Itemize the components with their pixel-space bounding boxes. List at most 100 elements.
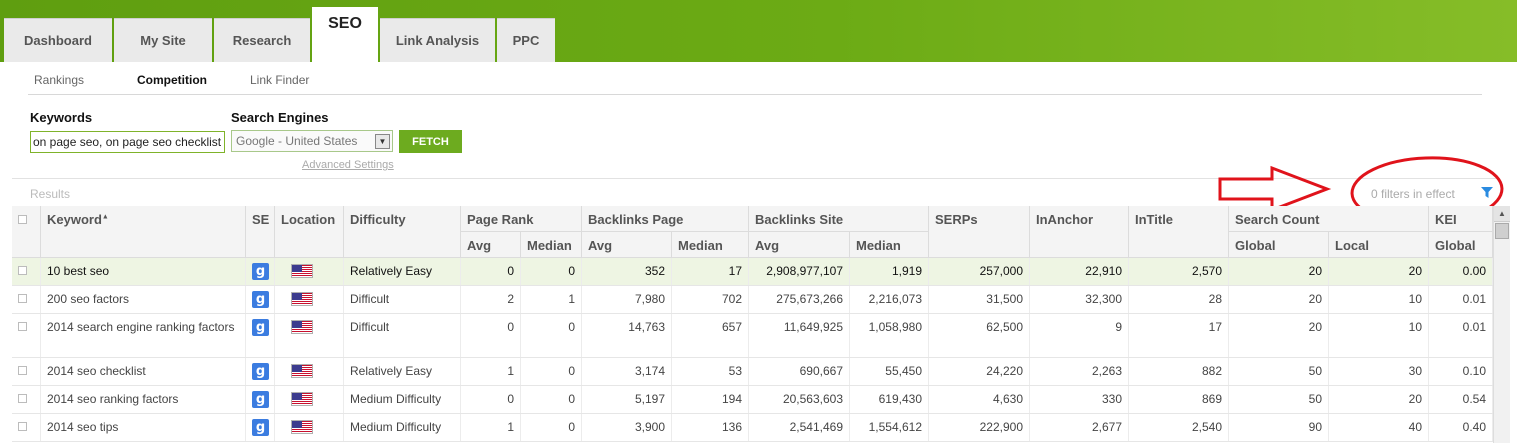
location-cell bbox=[275, 314, 344, 357]
tab-dashboard[interactable]: Dashboard bbox=[4, 18, 112, 62]
header-bs-avg[interactable]: Avg bbox=[749, 232, 850, 258]
tab-seo[interactable]: SEO bbox=[312, 7, 378, 62]
cell-bs-avg: 690,667 bbox=[749, 358, 850, 385]
chevron-down-icon[interactable]: ▼ bbox=[375, 134, 390, 149]
cell-pr-med: 1 bbox=[521, 286, 582, 313]
tab-link-analysis[interactable]: Link Analysis bbox=[380, 18, 495, 62]
select-all-checkbox[interactable] bbox=[18, 215, 27, 224]
header-bp-median[interactable]: Median bbox=[672, 232, 749, 258]
cell-keyword: 2014 seo checklist bbox=[41, 358, 246, 385]
cell-bp-med: 702 bbox=[672, 286, 749, 313]
se-cell: g bbox=[246, 414, 275, 441]
results-label: Results bbox=[30, 187, 71, 201]
keywords-input[interactable]: on page seo, on page seo checklist bbox=[30, 131, 225, 153]
cell-bp-avg: 3,900 bbox=[582, 414, 672, 441]
scroll-up-arrow-icon[interactable]: ▲ bbox=[1494, 206, 1510, 222]
row-checkbox[interactable] bbox=[18, 322, 27, 331]
subtab-link-finder[interactable]: Link Finder bbox=[250, 73, 310, 87]
table-row[interactable]: 2014 search engine ranking factors g Diffi… bbox=[12, 314, 1493, 358]
cell-intitle: 869 bbox=[1129, 386, 1229, 413]
google-icon: g bbox=[252, 363, 269, 380]
location-cell bbox=[275, 258, 344, 285]
tab-research[interactable]: Research bbox=[214, 18, 310, 62]
cell-sc-local: 10 bbox=[1329, 286, 1429, 313]
advanced-settings-link[interactable]: Advanced Settings bbox=[302, 159, 394, 171]
cell-pr-med: 0 bbox=[521, 358, 582, 385]
cell-difficulty: Difficult bbox=[344, 314, 461, 357]
header-sc-global[interactable]: Global bbox=[1229, 232, 1329, 258]
cell-bp-avg: 14,763 bbox=[582, 314, 672, 357]
annotation-arrow bbox=[1218, 165, 1332, 213]
header-pr-avg[interactable]: Avg bbox=[461, 232, 521, 258]
header-serps[interactable]: SERPs bbox=[929, 206, 1030, 258]
main-tabs: Dashboard My Site Research SEO Link Anal… bbox=[4, 7, 557, 62]
keywords-label: Keywords bbox=[30, 110, 93, 125]
cell-sc-local: 20 bbox=[1329, 386, 1429, 413]
header-kei-global[interactable]: Global bbox=[1429, 232, 1493, 258]
cell-sc-local: 40 bbox=[1329, 414, 1429, 441]
google-icon: g bbox=[252, 291, 269, 308]
cell-keyword: 2014 seo ranking factors bbox=[41, 386, 246, 413]
cell-kei: 0.01 bbox=[1429, 286, 1493, 313]
row-checkbox[interactable] bbox=[18, 394, 27, 403]
us-flag-icon bbox=[291, 420, 313, 434]
header-intitle[interactable]: InTitle bbox=[1129, 206, 1229, 258]
tab-ppc[interactable]: PPC bbox=[497, 18, 555, 62]
se-cell: g bbox=[246, 386, 275, 413]
cell-bp-med: 17 bbox=[672, 258, 749, 285]
fetch-button[interactable]: FETCH bbox=[399, 130, 462, 153]
sort-arrow-icon: ▲ bbox=[101, 213, 109, 221]
cell-keyword: 10 best seo bbox=[41, 258, 246, 285]
filter-icon[interactable] bbox=[1480, 186, 1494, 199]
vertical-scrollbar[interactable]: ▲ bbox=[1493, 206, 1510, 443]
se-cell: g bbox=[246, 286, 275, 313]
results-divider bbox=[12, 178, 1496, 179]
subnav-divider bbox=[28, 94, 1482, 95]
google-icon: g bbox=[252, 419, 269, 436]
cell-inanchor: 2,263 bbox=[1030, 358, 1129, 385]
cell-keyword: 2014 search engine ranking factors bbox=[41, 314, 246, 357]
row-checkbox[interactable] bbox=[18, 266, 27, 275]
table-row[interactable]: 200 seo factors g Difficult 2 1 7,980 702 275,6… bbox=[12, 286, 1493, 314]
row-checkbox-cell bbox=[12, 358, 41, 385]
header-inanchor[interactable]: InAnchor bbox=[1030, 206, 1129, 258]
header-difficulty[interactable]: Difficulty bbox=[344, 206, 461, 258]
scroll-thumb[interactable] bbox=[1495, 223, 1509, 239]
cell-pr-med: 0 bbox=[521, 258, 582, 285]
header-location[interactable]: Location bbox=[275, 206, 344, 258]
cell-kei: 0.00 bbox=[1429, 258, 1493, 285]
cell-inanchor: 32,300 bbox=[1030, 286, 1129, 313]
header-bp-avg[interactable]: Avg bbox=[582, 232, 672, 258]
header-se[interactable]: SE bbox=[246, 206, 275, 258]
header-sc-local[interactable]: Local bbox=[1329, 232, 1429, 258]
cell-bs-avg: 2,541,469 bbox=[749, 414, 850, 441]
cell-bs-avg: 11,649,925 bbox=[749, 314, 850, 357]
header-keyword[interactable]: Keyword▲ bbox=[41, 206, 246, 258]
cell-serps: 4,630 bbox=[929, 386, 1030, 413]
location-cell bbox=[275, 358, 344, 385]
table-row[interactable]: 10 best seo g Relatively Easy 0 0 352 17 2,908,… bbox=[12, 258, 1493, 286]
header-search-count: Search Count bbox=[1229, 206, 1429, 232]
row-checkbox[interactable] bbox=[18, 366, 27, 375]
us-flag-icon bbox=[291, 364, 313, 378]
header-pr-median[interactable]: Median bbox=[521, 232, 582, 258]
filters-status[interactable]: 0 filters in effect bbox=[1371, 187, 1455, 201]
google-icon: g bbox=[252, 319, 269, 336]
search-engine-select[interactable]: Google - United States ▼ bbox=[231, 130, 393, 152]
tab-my-site[interactable]: My Site bbox=[114, 18, 212, 62]
cell-bs-med: 55,450 bbox=[850, 358, 929, 385]
row-checkbox[interactable] bbox=[18, 294, 27, 303]
google-icon: g bbox=[252, 263, 269, 280]
cell-sc-global: 20 bbox=[1229, 314, 1329, 357]
cell-pr-avg: 0 bbox=[461, 258, 521, 285]
cell-keyword: 2014 seo tips bbox=[41, 414, 246, 441]
header-bs-median[interactable]: Median bbox=[850, 232, 929, 258]
header-backlinks-page: Backlinks Page bbox=[582, 206, 749, 232]
row-checkbox[interactable] bbox=[18, 422, 27, 431]
se-cell: g bbox=[246, 314, 275, 357]
table-row[interactable]: 2014 seo tips g Medium Difficulty 1 0 3,900 13… bbox=[12, 414, 1493, 442]
subtab-rankings[interactable]: Rankings bbox=[34, 73, 85, 87]
subtab-competition[interactable]: Competition bbox=[137, 73, 207, 87]
table-row[interactable]: 2014 seo checklist g Relatively Easy 1 0 3,17… bbox=[12, 358, 1493, 386]
table-row[interactable]: 2014 seo ranking factors g Medium Difficul… bbox=[12, 386, 1493, 414]
